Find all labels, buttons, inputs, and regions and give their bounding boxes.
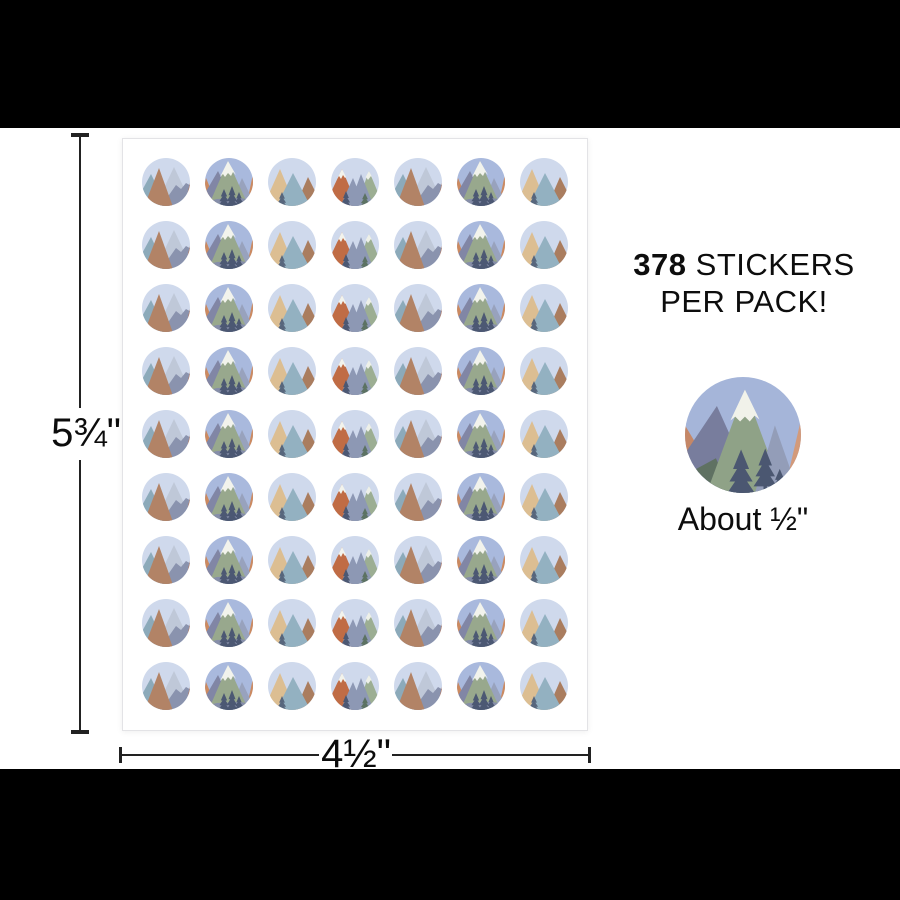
mountain-sticker — [205, 347, 253, 395]
mountain-sticker — [331, 158, 379, 206]
mountain-sticker — [331, 347, 379, 395]
mountain-sticker — [331, 410, 379, 458]
mountain-sticker — [520, 347, 568, 395]
mountain-sticker — [142, 662, 190, 710]
sticker-grid — [123, 139, 587, 729]
mountain-sticker — [142, 347, 190, 395]
mountain-sticker — [457, 410, 505, 458]
mountain-sticker — [205, 410, 253, 458]
mountain-sticker — [457, 599, 505, 647]
mountain-sticker — [394, 536, 442, 584]
mountain-sticker — [268, 158, 316, 206]
mountain-sticker — [520, 221, 568, 269]
height-dim-line-lower — [79, 460, 81, 732]
mountain-sticker — [268, 410, 316, 458]
pack-count-word: STICKERS — [686, 247, 855, 282]
height-dimension-label: 5¾" — [51, 411, 121, 455]
mountain-sticker — [205, 158, 253, 206]
letterbox-top — [0, 0, 900, 128]
mountain-sticker — [142, 473, 190, 521]
pack-count-line2: PER PACK! — [660, 284, 828, 319]
mountain-sticker — [520, 473, 568, 521]
mountain-sticker — [268, 221, 316, 269]
mountain-sticker — [394, 473, 442, 521]
mountain-sticker — [268, 662, 316, 710]
width-dim-line-right — [392, 754, 590, 756]
width-dimension-label: 4½" — [321, 732, 391, 776]
mountain-sticker — [142, 284, 190, 332]
mountain-sticker — [268, 536, 316, 584]
mountain-sticker — [520, 662, 568, 710]
mountain-sticker — [520, 158, 568, 206]
mountain-sticker — [205, 599, 253, 647]
mountain-sticker — [457, 347, 505, 395]
pack-count-number: 378 — [633, 247, 687, 282]
mountain-sticker — [457, 221, 505, 269]
mountain-sticker — [205, 221, 253, 269]
mountain-sticker — [331, 473, 379, 521]
mountain-sticker — [205, 473, 253, 521]
mountain-sticker — [205, 662, 253, 710]
mountain-sticker — [394, 347, 442, 395]
mountain-sticker — [457, 158, 505, 206]
sample-size-label: About ½" — [677, 501, 809, 537]
content-area: 5¾" 4½" 378 STICKERS PER PACK! About ½" — [0, 128, 900, 776]
sticker-sheet — [122, 138, 588, 731]
width-dim-cap-right — [588, 747, 591, 763]
mountain-sticker — [205, 284, 253, 332]
pack-count-line1: 378 STICKERS — [598, 246, 890, 283]
mountain-sticker — [142, 599, 190, 647]
mountain-sticker — [394, 599, 442, 647]
mountain-sticker — [331, 662, 379, 710]
mountain-sticker — [394, 284, 442, 332]
pack-count-text: 378 STICKERS PER PACK! — [598, 246, 890, 320]
mountain-sticker — [268, 284, 316, 332]
mountain-sticker — [142, 158, 190, 206]
letterbox-bottom — [0, 769, 900, 900]
mountain-sticker — [394, 410, 442, 458]
mountain-sticker — [394, 158, 442, 206]
mountain-sticker — [520, 410, 568, 458]
sample-mountain-sticker — [685, 377, 801, 493]
width-dim-line-left — [119, 754, 319, 756]
mountain-sticker — [205, 536, 253, 584]
mountain-sticker — [457, 284, 505, 332]
mountain-sticker — [142, 536, 190, 584]
mountain-sticker — [142, 410, 190, 458]
mountain-sticker — [457, 662, 505, 710]
mountain-sticker — [520, 284, 568, 332]
height-dim-cap-bottom — [71, 730, 89, 734]
mountain-sticker — [331, 221, 379, 269]
mountain-sticker — [268, 347, 316, 395]
mountain-sticker — [268, 473, 316, 521]
mountain-sticker — [520, 536, 568, 584]
mountain-sticker — [394, 221, 442, 269]
mountain-sticker — [457, 536, 505, 584]
mountain-sticker — [331, 599, 379, 647]
mountain-sticker — [331, 536, 379, 584]
mountain-sticker — [268, 599, 316, 647]
mountain-sticker — [331, 284, 379, 332]
mountain-sticker — [142, 221, 190, 269]
mountain-sticker — [520, 599, 568, 647]
mountain-sticker — [394, 662, 442, 710]
height-dim-line-upper — [79, 133, 81, 408]
mountain-sticker — [457, 473, 505, 521]
